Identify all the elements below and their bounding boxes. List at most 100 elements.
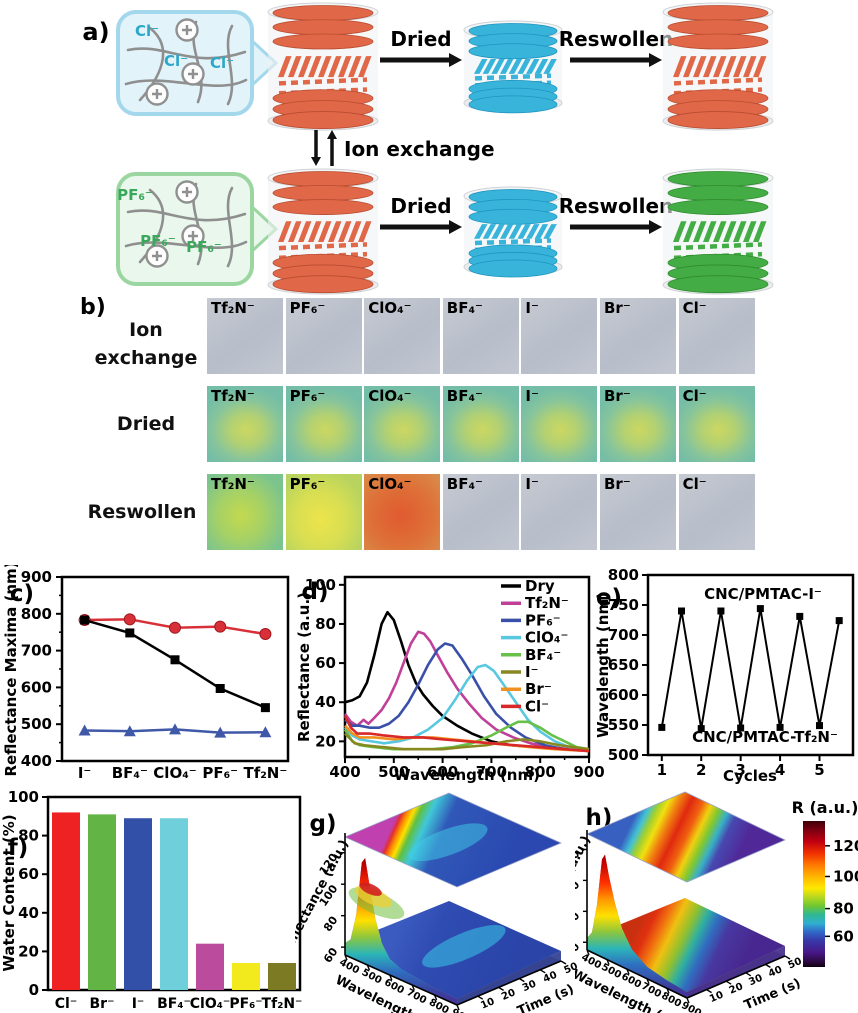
ion-label: Br⁻ [604,299,631,317]
surface-side [687,946,785,998]
sample-photo-1-0: Tf₂N⁻ [207,386,283,462]
cycle-point [737,724,745,732]
y-tick: 40 [315,693,336,711]
film-cylinder [662,2,774,131]
y-tick: 600 [21,678,52,696]
y-axis-label: Reflectance Maxima (nm) [2,565,20,777]
x-category: BF₄⁻ [157,996,191,1012]
legend-entry: I⁻ [525,663,539,681]
y-tick: 20 [18,942,39,960]
sample-photo-1-1: PF₆⁻ [285,386,362,462]
x-tick: 2 [696,761,706,779]
annotation-bottom: CNC/PMTAC-Tf₂N⁻ [692,728,838,746]
panel-f-chart: f) 0 20 40 60 80 100 Cl⁻ Br⁻ I⁻ BF₄⁻ ClO₄⁻ PF₆⁻ Tf₂N⁻… [0,775,305,1013]
colorbar-tick: 100 [833,867,858,885]
legend-entry: Cl⁻ [525,697,549,715]
water-content-chart: f) 0 20 40 60 80 100 Cl⁻ Br⁻ I⁻ BF₄⁻ClO₄⁻ PF₆⁻Tf₂N⁻… [0,788,302,1012]
spectrum-Cl⁻ [343,715,590,753]
bar-Cl⁻ [52,812,80,990]
annotation-top: CNC/PMTAC-I⁻ [704,585,822,603]
y-tick: 700 [608,626,639,644]
y-tick: 60 [18,865,39,883]
y-tick: 700 [21,642,52,660]
x-category: Tf₂N⁻ [243,764,287,780]
panel-a-label: a) [82,18,109,46]
cycle-point [678,607,686,615]
sample-photo-2-6: Cl⁻ [678,474,755,550]
y-tick: 60 [315,654,336,672]
wavelength-tick: 900 [449,1007,473,1013]
time-tick: 20 [500,987,517,1003]
polymer-network [124,180,248,268]
polymer-network [124,18,248,106]
bar-Tf₂N⁻ [268,962,296,990]
ion-label-pf6: PF₆⁻ [140,232,176,250]
y-tick: 800 [21,605,52,623]
sample-photo-1-4: I⁻ [521,386,598,462]
surface-top [587,854,785,992]
wavelength-tick: 900 [679,1000,703,1013]
film-cylinder [662,168,774,295]
legend-entry: Br⁻ [525,680,552,698]
y-tick: 20 [315,732,336,750]
reswollen-label: Reswollen [559,194,674,218]
surface-highlight [422,925,506,968]
panel-b-label: b) [80,295,106,320]
ion-label: PF₆⁻ [289,475,326,493]
ion-label-cl: Cl⁻ [164,52,188,70]
x-tick: 800 [525,763,556,781]
ion-exchange-label: Ion exchange [344,137,495,161]
ion-label: BF₄⁻ [446,299,483,317]
arrow-head [449,53,462,67]
arrow-head [649,53,662,67]
ion-label: Br⁻ [604,475,631,493]
surface-front [345,858,457,1005]
panel-d-chart: d) 400 500 600 700 800 900 20 40 60 80 100 Reflectan… [295,565,605,785]
dried-label: Dried [390,194,451,218]
cycle-line [660,608,841,729]
sample-photo-0-3: BF₄⁻ [442,298,519,374]
x-category: Br⁻ [90,996,115,1012]
dried-label: Dried [390,27,451,51]
sample-photo-2-4: I⁻ [521,474,598,550]
x-tick: 900 [573,763,604,781]
surface-top [345,858,561,999]
panel-c-label: c) [10,581,34,607]
arrow-head [327,130,337,139]
ion-label-cl: Cl⁻ [210,54,234,72]
sample-photo-0-0: Tf₂N⁻ [207,298,283,374]
sample-photo-2-0: Tf₂N⁻ [207,474,283,550]
bar-PF₆⁻ [232,962,260,990]
y-tick: 80 [315,615,336,633]
ion-label-pf6: PF₆⁻ [117,186,153,204]
z-tick: 100 [575,878,583,905]
y-tick: 600 [608,686,639,704]
cycle-point [756,605,764,613]
colorbar-tick: 120 [833,837,858,855]
colorbar-tick: 80 [833,900,854,918]
x-tick: 4 [775,761,785,779]
x-tick: 5 [814,761,824,779]
time-tick: 20 [728,981,745,997]
legend-entry: BF₄⁻ [525,646,561,664]
ion-label: I⁻ [525,387,539,405]
panel-c-chart: c) 400 500 600 700 800 900 I⁻ BF₄⁻ ClO₄⁻ PF₆⁻ Tf₂N⁻… [0,565,300,780]
spectrum-Tf₂N⁻ [343,630,589,751]
time-tick: 50 [786,956,803,972]
sample-photo-0-5: Br⁻ [600,298,676,374]
colorbar [803,821,825,967]
sample-photo-2-3: BF₄⁻ [442,474,519,550]
reflectance-maxima-chart: c) 400 500 600 700 800 900 I⁻ BF₄⁻ ClO₄⁻ PF₆⁻ Tf₂N⁻… [2,565,290,780]
time-tick: 40 [542,970,559,986]
cycle-point [658,723,666,731]
reswollen-label: Reswollen [559,27,674,51]
time-tick: 30 [747,973,764,989]
colorbar-tick: 60 [833,927,854,945]
ion-label: BF₄⁻ [446,387,483,405]
y-tick: 650 [608,656,639,674]
x-category: ClO₄⁻ [190,996,231,1012]
ion-label-cl: Cl⁻ [135,22,159,40]
